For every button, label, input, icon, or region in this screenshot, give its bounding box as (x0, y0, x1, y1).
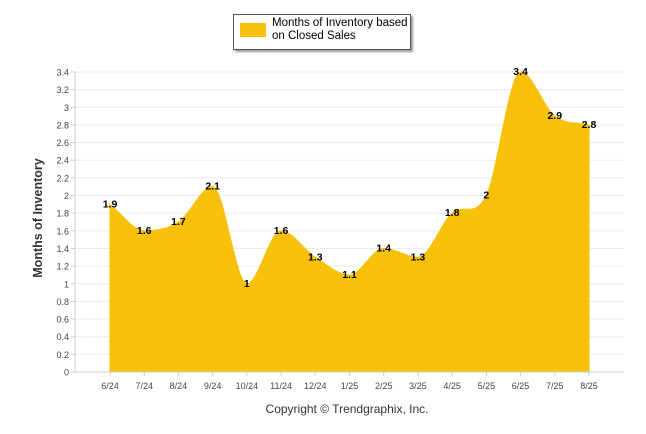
x-tick-label: 7/24 (135, 381, 153, 391)
x-tick-label: 10/24 (236, 381, 259, 391)
legend-label: Months of Inventory based on Closed Sale… (272, 17, 408, 42)
x-tick-label: 11/24 (270, 381, 292, 391)
y-tick-label: 0.8 (56, 297, 69, 307)
data-label: 1.7 (171, 216, 186, 228)
y-tick-label: 0 (64, 368, 69, 378)
data-label: 2.8 (582, 119, 597, 131)
data-label: 2.1 (205, 181, 220, 193)
x-tick-label: 9/24 (204, 381, 222, 391)
x-tick-label: 7/25 (546, 381, 564, 391)
data-label: 1.3 (308, 251, 323, 263)
data-label: 1.6 (137, 225, 152, 237)
y-tick-labels: 0 0.2 0.4 0.6 0.8 1 1.2 1.4 1.6 1.8 2 2.2 2.4 2.6 2.8 3… (56, 68, 69, 378)
y-tick-label: 3.4 (56, 68, 69, 78)
data-label: 3.4 (513, 66, 528, 78)
legend: Months of Inventory based on Closed Sale… (233, 14, 411, 50)
x-tick-label: 8/25 (580, 381, 598, 391)
y-tick-label: 3 (64, 103, 69, 113)
data-label: 2.9 (547, 110, 562, 122)
y-tick-label: 0.2 (56, 350, 69, 360)
data-label: 1.4 (376, 242, 391, 254)
y-tick-label: 2.6 (56, 138, 69, 148)
series-area-path (109, 71, 590, 373)
legend-swatch (240, 23, 266, 37)
y-tick-label: 0.4 (56, 332, 69, 342)
x-tick-label: 6/25 (512, 381, 530, 391)
y-tick-label: 2.4 (56, 156, 69, 166)
data-label: 1.1 (342, 269, 357, 281)
data-label: 1.8 (445, 207, 460, 219)
y-tick-label: 2.8 (56, 120, 69, 130)
y-axis-title: Months of Inventory (31, 158, 45, 278)
y-tick-label: 1 (64, 279, 69, 289)
copyright-text: Copyright © Trendgraphix, Inc. (265, 402, 429, 416)
x-tick-label: 3/25 (409, 381, 427, 391)
data-label: 1.3 (411, 251, 426, 263)
data-label: 1.6 (274, 225, 289, 237)
y-tick-label: 2.2 (56, 173, 69, 183)
x-tick-label: 8/24 (170, 381, 188, 391)
y-tick-label: 1.6 (56, 226, 69, 236)
data-label: 2 (483, 190, 489, 202)
y-tick-label: 1.2 (56, 262, 69, 272)
y-tick-label: 2 (64, 191, 69, 201)
x-tick-labels: 6/24 7/24 8/24 9/24 10/24 11/24 12/24 1/25 2/25 3… (75, 371, 624, 391)
y-tick-label: 1.8 (56, 209, 69, 219)
data-label: 1 (244, 278, 250, 290)
x-tick-label: 2/25 (375, 381, 393, 391)
x-tick-label: 12/24 (304, 381, 327, 391)
y-tick-label: 1.4 (56, 244, 69, 254)
x-tick-label: 4/25 (443, 381, 461, 391)
data-label: 1.9 (103, 198, 118, 210)
y-tick-label: 0.6 (56, 315, 69, 325)
x-tick-label: 6/24 (101, 381, 119, 391)
data-labels: 1.9 1.6 1.7 2.1 1 1.6 1.3 1.1 1.4 1.3 1.8 2 3.4 2.9 2.… (103, 66, 597, 290)
y-tick-label: 3.2 (56, 85, 69, 95)
x-tick-label: 1/25 (341, 381, 359, 391)
x-tick-label: 5/25 (478, 381, 496, 391)
series-area (109, 71, 590, 373)
